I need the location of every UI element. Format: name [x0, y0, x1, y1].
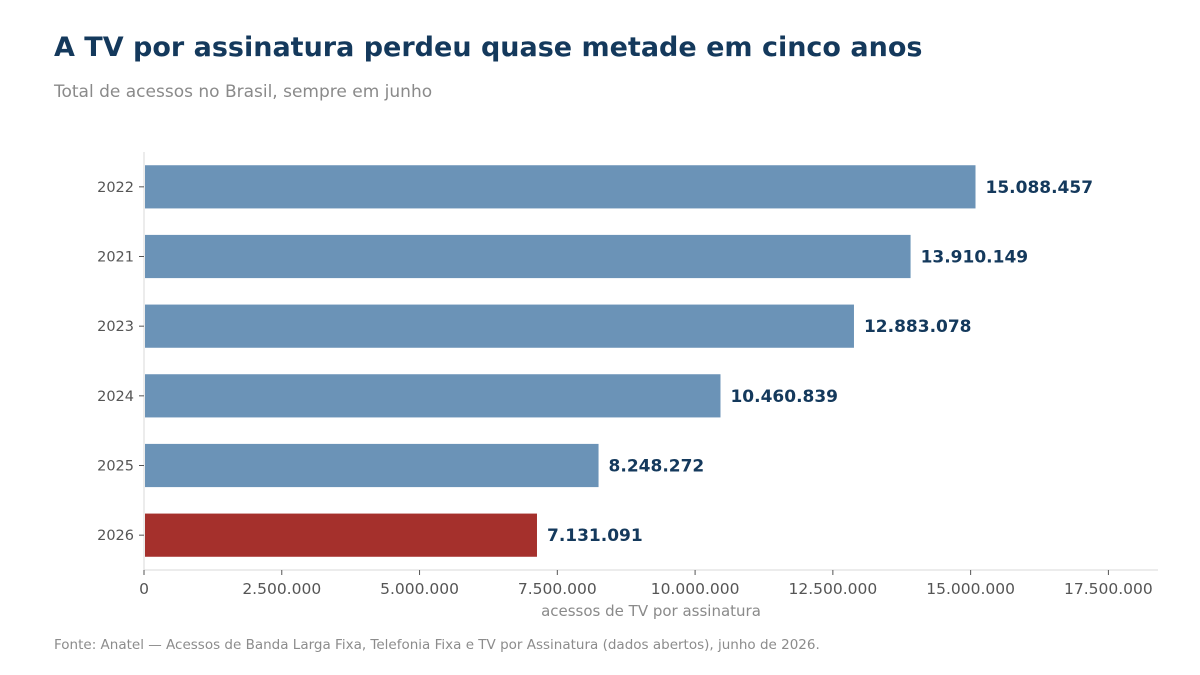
category-label: 2026: [97, 528, 134, 544]
data-label: 7.131.091: [547, 526, 643, 546]
bar: [145, 374, 721, 418]
x-tick-label: 0: [139, 580, 149, 598]
source-note: Fonte: Anatel — Acessos de Banda Larga F…: [54, 637, 820, 653]
x-tick-label: 10.000.000: [651, 580, 740, 598]
bar: [145, 234, 911, 279]
category-label: 2025: [97, 459, 134, 475]
bar: [145, 513, 537, 557]
category-label: 2023: [97, 319, 134, 335]
data-label: 8.248.272: [609, 457, 705, 477]
x-tick-label: 2.500.000: [242, 580, 321, 598]
bar: [145, 304, 854, 348]
x-tick-label: 12.500.000: [788, 580, 877, 598]
data-label: 15.088.457: [986, 178, 1094, 198]
category-label: 2022: [97, 180, 134, 196]
data-label: 13.910.149: [921, 248, 1029, 268]
bar: [145, 165, 976, 209]
category-label: 2024: [97, 389, 134, 405]
x-tick-label: 17.500.000: [1064, 580, 1153, 598]
x-tick-label: 7.500.000: [518, 580, 597, 598]
data-label: 12.883.078: [864, 317, 972, 337]
x-tick-label: 5.000.000: [380, 580, 459, 598]
category-label: 2021: [97, 250, 134, 266]
x-tick-label: 15.000.000: [926, 580, 1015, 598]
x-axis-title: acessos de TV por assinatura: [541, 602, 761, 620]
chart-subtitle: Total de acessos no Brasil, sempre em ju…: [54, 82, 433, 102]
bar: [145, 443, 599, 488]
chart-title: A TV por assinatura perdeu quase metade …: [54, 32, 923, 63]
data-label: 10.460.839: [730, 387, 838, 407]
